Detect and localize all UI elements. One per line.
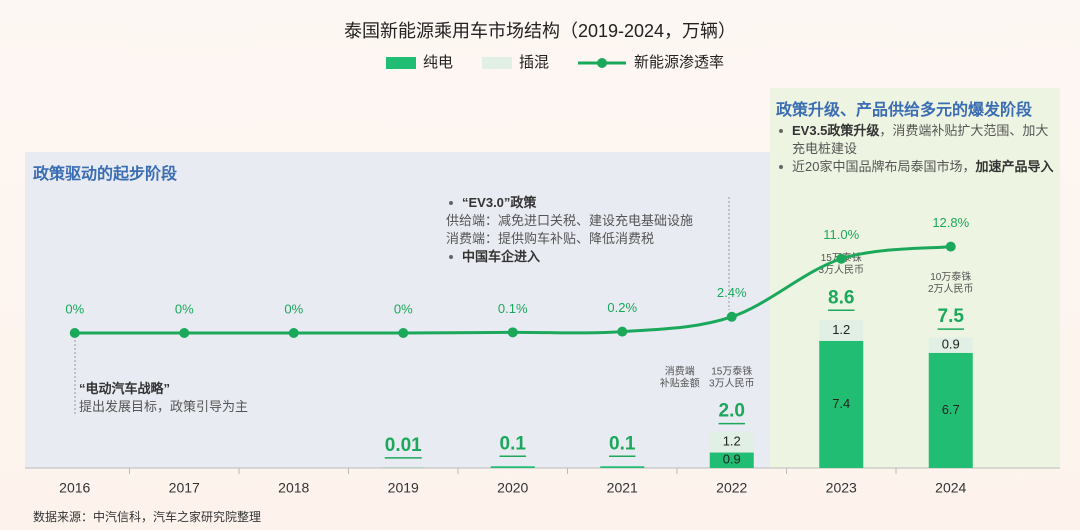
legend-label: 插混 <box>519 54 549 71</box>
text-line: 中国车企进入 <box>446 248 693 266</box>
annotation: “EV3.0”政策供给端：减免进口关税、建设充电基础设施 消费端：提供购车补贴、降… <box>446 194 693 266</box>
text-line: “EV3.0”政策 <box>446 194 693 212</box>
stage-title: 政策升级、产品供给多元的爆发阶段 <box>776 102 1033 119</box>
line-value-label: 11.0% <box>823 227 859 242</box>
text-run: 近20家中国品牌布局泰国市场， <box>792 159 976 174</box>
text-run: 加速产品导入 <box>975 159 1054 174</box>
line-marker <box>179 328 190 338</box>
price-note: 3万人民币 <box>818 264 864 276</box>
price-note-caption: 补贴金额 <box>660 376 700 389</box>
price-note: 3万人民币 <box>709 377 755 389</box>
bullet <box>449 201 453 205</box>
line-value-label: 0% <box>284 301 303 316</box>
line-value-label: 0.2% <box>607 300 637 315</box>
total-label: 2.0 <box>719 401 745 422</box>
bar-value-label: 1.2 <box>832 322 850 337</box>
line-value-label: 12.8% <box>932 215 969 230</box>
line-marker <box>69 328 80 338</box>
text-line: 近20家中国品牌布局泰国市场，加速产品导入 <box>776 158 1054 176</box>
stage-title: 政策驱动的起步阶段 <box>33 166 178 183</box>
text-run: 消费端：提供购车补贴、降低消费税 <box>446 231 655 246</box>
stage-panel <box>770 88 1060 468</box>
line-marker <box>288 328 299 338</box>
line-marker <box>617 326 628 337</box>
x-tick-label: 2020 <box>497 480 528 496</box>
text-run: ，消费端补贴扩大范围、加大充电桩建设 <box>792 123 1049 156</box>
x-tick-label: 2016 <box>59 480 90 496</box>
x-tick-label: 2023 <box>826 480 857 496</box>
line-marker <box>836 253 847 264</box>
bar-value-label: 1.2 <box>723 434 741 449</box>
bar-segment <box>819 340 864 468</box>
chart-title: 泰国新能源乘用车市场结构（2019-2024，万辆） <box>344 21 736 41</box>
bar-segment <box>490 466 535 468</box>
text-run: “电动汽车战略” <box>79 381 171 396</box>
total-label: 0.01 <box>385 435 422 456</box>
x-tick-label: 2022 <box>716 480 747 496</box>
bar-segment <box>709 431 754 453</box>
bar-value-label: 0.9 <box>942 337 960 352</box>
price-note: 10万泰铢 <box>930 270 971 283</box>
legend-swatch <box>482 57 512 69</box>
price-note: 2万人民币 <box>928 283 974 295</box>
total-label: 7.5 <box>938 306 965 327</box>
stage-notes: EV3.5政策升级，消费端补贴扩大范围、加大充电桩建设 近20家中国品牌布局泰国市… <box>776 122 1054 176</box>
bar-segment <box>819 320 864 341</box>
total-label: 0.1 <box>500 433 527 454</box>
text-line: 提出发展目标，政策引导为主 <box>79 398 248 416</box>
text-run: EV3.5政策升级 <box>792 123 880 138</box>
text-run: 供给端：减免进口关税、建设充电基础设施 <box>446 213 694 228</box>
text-line: 供给端：减免进口关税、建设充电基础设施 <box>446 212 693 230</box>
text-line: “电动汽车战略” <box>79 380 248 398</box>
total-label: 8.6 <box>828 287 854 308</box>
legend-marker <box>597 58 607 68</box>
x-tick-label: 2021 <box>607 480 638 496</box>
x-tick-label: 2019 <box>388 480 419 496</box>
total-label: 0.1 <box>609 433 636 454</box>
line-marker <box>507 327 518 338</box>
price-note-caption: 消费端 <box>665 364 695 377</box>
legend-label: 新能源渗透率 <box>634 54 724 71</box>
text-line: 消费端：提供购车补贴、降低消费税 <box>446 230 693 248</box>
line-value-label: 0.1% <box>498 301 528 316</box>
text-run: 中国车企进入 <box>462 249 541 264</box>
bullet <box>779 129 783 133</box>
line-marker <box>945 241 956 252</box>
line-marker <box>398 328 409 338</box>
line-value-label: 0% <box>175 301 194 316</box>
bar-value-label: 7.4 <box>832 396 850 411</box>
x-tick-label: 2017 <box>169 480 200 496</box>
legend-label: 纯电 <box>423 54 453 71</box>
line-value-label: 0% <box>394 301 413 316</box>
source-note: 数据来源：中汽信科，汽车之家研究院整理 <box>33 509 261 524</box>
line-marker <box>726 311 737 322</box>
bullet <box>449 255 453 259</box>
bullet <box>779 165 783 169</box>
bar-value-label: 6.7 <box>942 402 960 417</box>
legend-swatch <box>386 57 416 69</box>
x-tick-label: 2024 <box>935 480 966 496</box>
bar-segment <box>600 466 645 468</box>
text-line: EV3.5政策升级，消费端补贴扩大范围、加大充电桩建设 <box>776 122 1054 158</box>
bar-segment <box>928 352 973 468</box>
text-run: 提出发展目标，政策引导为主 <box>79 399 249 414</box>
x-tick-label: 2018 <box>278 480 309 496</box>
stage-panel <box>25 152 770 468</box>
text-run: “EV3.0”政策 <box>462 195 537 210</box>
price-note: 15万泰铢 <box>711 364 752 377</box>
annotation: “电动汽车战略” 提出发展目标，政策引导为主 <box>79 380 248 416</box>
bar-segment <box>709 452 754 468</box>
bar-segment <box>928 337 973 353</box>
line-value-label: 2.4% <box>717 285 747 300</box>
line-value-label: 0% <box>65 301 84 316</box>
bar-value-label: 0.9 <box>723 452 741 467</box>
